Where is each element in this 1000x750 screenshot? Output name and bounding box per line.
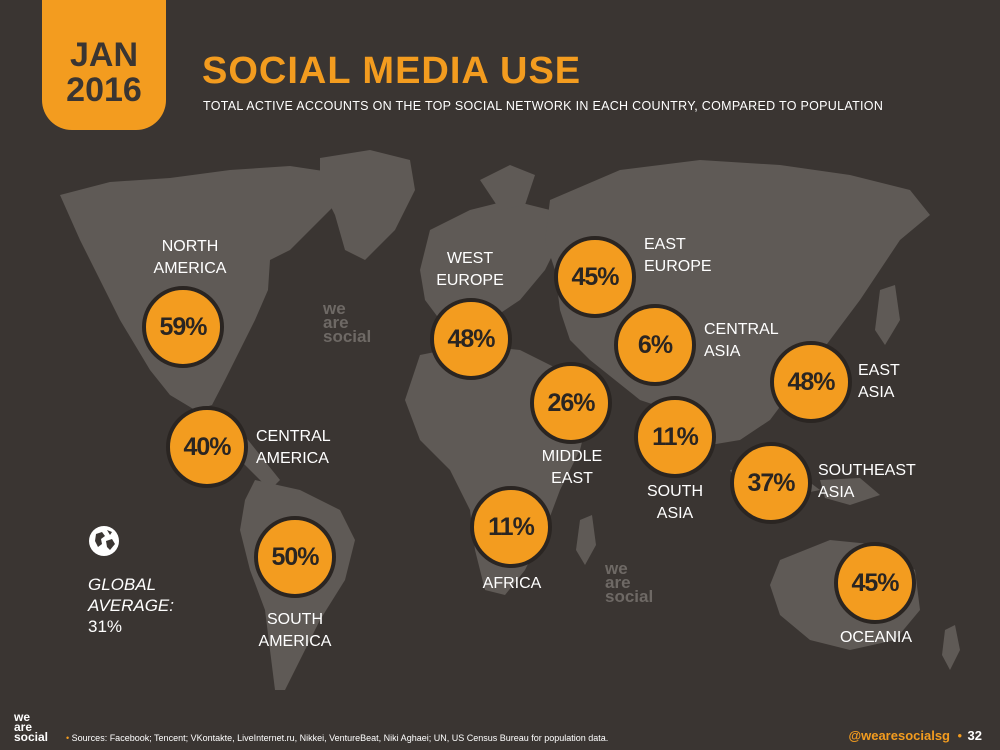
region-label-line: AMERICA <box>258 633 332 650</box>
watermark-line: we <box>605 559 628 578</box>
region-label-line: EAST <box>858 362 900 379</box>
value-bubble-oceania: 45% <box>834 542 916 624</box>
region-label-south-america: SOUTH AMERICA <box>245 609 345 653</box>
global-average: GLOBAL AVERAGE: 31% <box>88 525 174 637</box>
region-label-line: CENTRAL <box>704 321 779 338</box>
region-label-line: AMERICA <box>256 450 329 467</box>
region-label-line: SOUTH <box>647 483 703 500</box>
sources-note: • Sources: Facebook; Tencent; VKontakte,… <box>66 733 608 743</box>
region-label-southeast-asia: SOUTHEAST ASIA <box>818 460 916 504</box>
region-label-line: ASIA <box>818 484 855 501</box>
brand-logo-line: social <box>14 730 49 744</box>
brand-logo: we are social <box>14 710 49 744</box>
region-label-line: CENTRAL <box>256 428 331 445</box>
watermark-line: are <box>323 313 349 332</box>
watermark-line: are <box>605 573 631 592</box>
social-handle: @wearesocialsg <box>848 728 950 743</box>
region-label-line: NORTH <box>161 238 219 255</box>
value-bubble-east-asia: 48% <box>770 341 852 423</box>
watermark-line: social <box>605 587 654 606</box>
watermark-line: we <box>323 299 346 318</box>
page-title: SOCIAL MEDIA USE <box>202 50 582 92</box>
sources-text: Sources: Facebook; Tencent; VKontakte, L… <box>71 733 609 743</box>
region-label-middle-east: MIDDLE EAST <box>522 446 622 490</box>
value-bubble-middle-east: 26% <box>530 362 612 444</box>
value-bubble-southeast-asia: 37% <box>730 442 812 524</box>
value-bubble-south-asia: 11% <box>634 396 716 478</box>
date-badge: JAN 2016 <box>42 0 166 130</box>
region-label-line: EUROPE <box>644 258 712 275</box>
region-label-north-america: NORTH AMERICA <box>140 236 240 280</box>
global-average-label: GLOBAL <box>88 575 157 594</box>
region-label-line: ASIA <box>656 505 694 522</box>
region-label-line: ASIA <box>858 384 895 401</box>
value-bubble-north-america: 59% <box>142 286 224 368</box>
globe-icon <box>89 526 119 556</box>
bullet: • <box>66 733 70 743</box>
value-bubble-africa: 11% <box>470 486 552 568</box>
value-bubble-south-america: 50% <box>254 516 336 598</box>
region-label-east-europe: EAST EUROPE <box>644 234 712 278</box>
region-label-africa: AFRICA <box>462 573 562 595</box>
region-label-line: OCEANIA <box>839 629 912 646</box>
region-label-south-asia: SOUTH ASIA <box>625 481 725 525</box>
region-label-east-asia: EAST ASIA <box>858 360 900 404</box>
page-number: 32 <box>967 728 982 743</box>
value-bubble-central-america: 40% <box>166 406 248 488</box>
date-month: JAN <box>69 36 139 74</box>
value-bubble-central-asia: 6% <box>614 304 696 386</box>
value-bubble-west-europe: 48% <box>430 298 512 380</box>
region-label-line: AFRICA <box>482 575 542 592</box>
footer: we are social • Sources: Facebook; Tence… <box>0 710 1000 750</box>
page-subtitle: TOTAL ACTIVE ACCOUNTS ON THE TOP SOCIAL … <box>203 99 884 113</box>
brand-logo-line: are <box>14 720 33 734</box>
brand-logo-line: we <box>14 710 31 724</box>
watermark-line: social <box>323 327 372 346</box>
region-label-line: EAST <box>551 470 593 487</box>
value-bubble-east-europe: 45% <box>554 236 636 318</box>
region-label-line: SOUTHEAST <box>818 462 916 479</box>
region-label-central-america: CENTRAL AMERICA <box>256 426 331 470</box>
watermark-logo: we are social <box>323 299 372 346</box>
region-label-line: MIDDLE <box>541 448 603 465</box>
region-label-west-europe: WEST EUROPE <box>420 248 520 292</box>
region-label-central-asia: CENTRAL ASIA <box>704 319 779 363</box>
region-label-line: SOUTH <box>267 611 323 628</box>
region-label-line: EAST <box>644 236 686 253</box>
global-average-label: AVERAGE: <box>88 596 174 615</box>
date-year: 2016 <box>66 71 142 109</box>
region-label-line: WEST <box>446 250 494 267</box>
region-label-line: AMERICA <box>153 260 227 277</box>
footer-separator: • <box>957 728 962 743</box>
region-label-line: ASIA <box>704 343 741 360</box>
global-average-value: 31% <box>88 617 123 636</box>
watermark-logo: we are social <box>605 559 654 606</box>
region-label-oceania: OCEANIA <box>826 627 926 649</box>
region-label-line: EUROPE <box>436 272 504 289</box>
